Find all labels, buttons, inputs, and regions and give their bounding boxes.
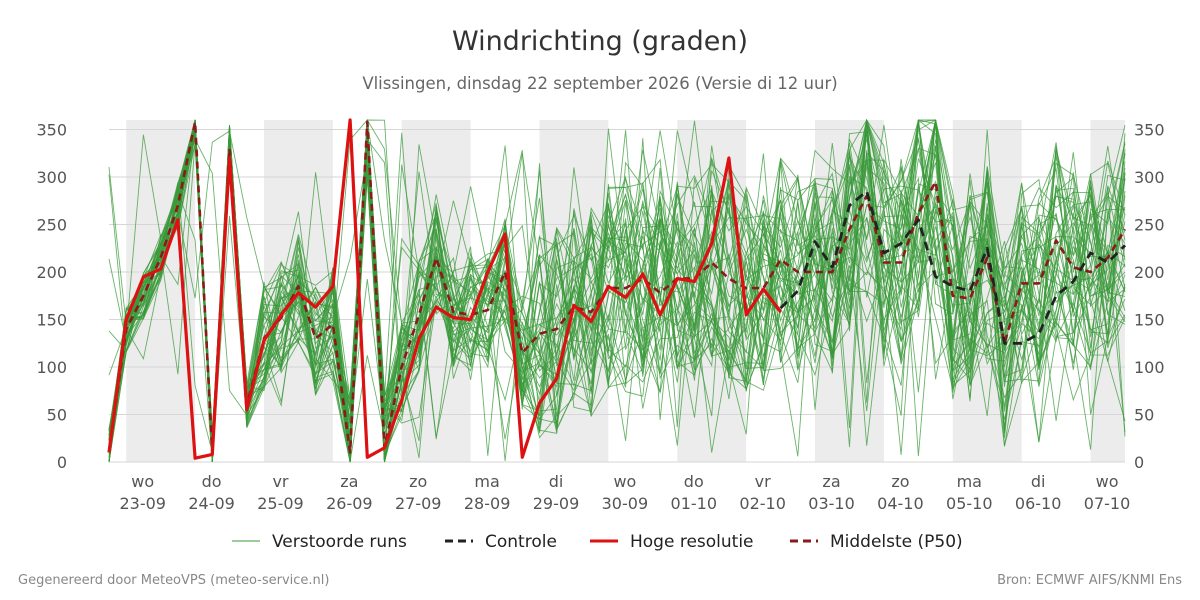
ensemble-run-line <box>108 119 1126 463</box>
y-tick-label: 250 <box>36 216 67 235</box>
x-tick-date: 27-09 <box>395 494 442 513</box>
x-tick-date: 29-09 <box>533 494 580 513</box>
y-tick-label: 300 <box>36 168 67 187</box>
x-tick-day: za <box>340 472 358 491</box>
y-tick-label: 200 <box>1134 263 1165 282</box>
ensemble-run-line <box>108 119 1126 463</box>
x-tick-date: 02-10 <box>739 494 786 513</box>
ensemble-run-line <box>108 119 1126 463</box>
ensemble-run-line <box>108 119 1126 463</box>
footer-source: Bron: ECMWF AIFS/KNMI Ens <box>997 573 1182 588</box>
y-tick-label: 150 <box>1134 311 1165 330</box>
y-axis-right: 0 50 100 150 200 250 300 350 <box>1134 121 1165 473</box>
legend: Verstoorde runs Controle Hoge resolutie Mid… <box>232 532 963 552</box>
ensemble-run-line <box>108 119 1126 463</box>
y-tick-label: 0 <box>1134 453 1144 472</box>
x-axis: wo 23-09 do 24-09 vr 25-09 za 26-09 zo 27-09 ma 28-… <box>119 472 1130 513</box>
ensemble-run-line <box>108 119 1126 463</box>
x-tick-day: vr <box>272 472 288 491</box>
ensemble-runs <box>108 118 1126 463</box>
legend-label: Hoge resolutie <box>630 532 754 552</box>
y-tick-label: 300 <box>1134 168 1165 187</box>
series-line-hoge-resolutie <box>107 118 782 460</box>
x-tick-date: 07-10 <box>1084 494 1131 513</box>
footer-generated: Gegenereerd door MeteoVPS (meteo-service… <box>18 573 329 588</box>
x-tick-date: 28-09 <box>464 494 511 513</box>
y-tick-label: 50 <box>47 406 67 425</box>
y-tick-label: 50 <box>1134 406 1154 425</box>
series-line-controle <box>779 189 1126 345</box>
x-tick-day: di <box>1031 472 1046 491</box>
legend-label: Middelste (P50) <box>830 532 963 552</box>
ensemble-run-line <box>108 119 1126 463</box>
x-tick-day: ma <box>957 472 982 491</box>
y-tick-label: 100 <box>36 358 67 377</box>
y-tick-label: 150 <box>36 311 67 330</box>
y-tick-label: 200 <box>36 263 67 282</box>
x-tick-day: wo <box>131 472 154 491</box>
x-tick-date: 06-10 <box>1015 494 1062 513</box>
x-tick-date: 23-09 <box>119 494 166 513</box>
x-tick-day: zo <box>409 472 427 491</box>
ensemble-run-line <box>108 119 1126 463</box>
x-tick-day: wo <box>1096 472 1119 491</box>
main-series <box>107 118 1127 460</box>
gridlines <box>109 129 1125 463</box>
series-line-middelste-p50 <box>107 120 1127 456</box>
chart-title: Windrichting (graden) <box>452 26 748 57</box>
y-tick-label: 350 <box>36 121 67 140</box>
ensemble-run-line <box>108 118 1126 463</box>
y-tick-label: 100 <box>1134 358 1165 377</box>
x-tick-day: ma <box>474 472 499 491</box>
x-tick-date: 25-09 <box>257 494 304 513</box>
x-tick-date: 01-10 <box>671 494 718 513</box>
ensemble-run-line <box>108 119 1126 446</box>
x-tick-date: 04-10 <box>877 494 924 513</box>
x-tick-day: zo <box>891 472 909 491</box>
y-tick-label: 350 <box>1134 121 1165 140</box>
x-tick-day: wo <box>613 472 636 491</box>
y-tick-label: 250 <box>1134 216 1165 235</box>
x-tick-day: do <box>202 472 222 491</box>
ensemble-run-line <box>108 119 1126 437</box>
x-tick-date: 26-09 <box>326 494 373 513</box>
legend-label: Controle <box>485 532 557 552</box>
x-tick-day: za <box>822 472 840 491</box>
x-tick-date: 30-09 <box>602 494 649 513</box>
ensemble-run-line <box>108 119 1126 463</box>
x-tick-day: di <box>549 472 564 491</box>
chart-subtitle: Vlissingen, dinsdag 22 september 2026 (V… <box>362 74 837 93</box>
x-tick-date: 05-10 <box>946 494 993 513</box>
x-tick-day: do <box>684 472 704 491</box>
x-tick-day: vr <box>755 472 771 491</box>
legend-label: Verstoorde runs <box>272 532 407 552</box>
ensemble-run-line <box>108 119 1126 460</box>
y-axis-left: 0 50 100 150 200 250 300 350 <box>36 121 67 473</box>
x-tick-date: 03-10 <box>808 494 855 513</box>
x-tick-date: 24-09 <box>188 494 235 513</box>
y-tick-label: 0 <box>57 453 67 472</box>
